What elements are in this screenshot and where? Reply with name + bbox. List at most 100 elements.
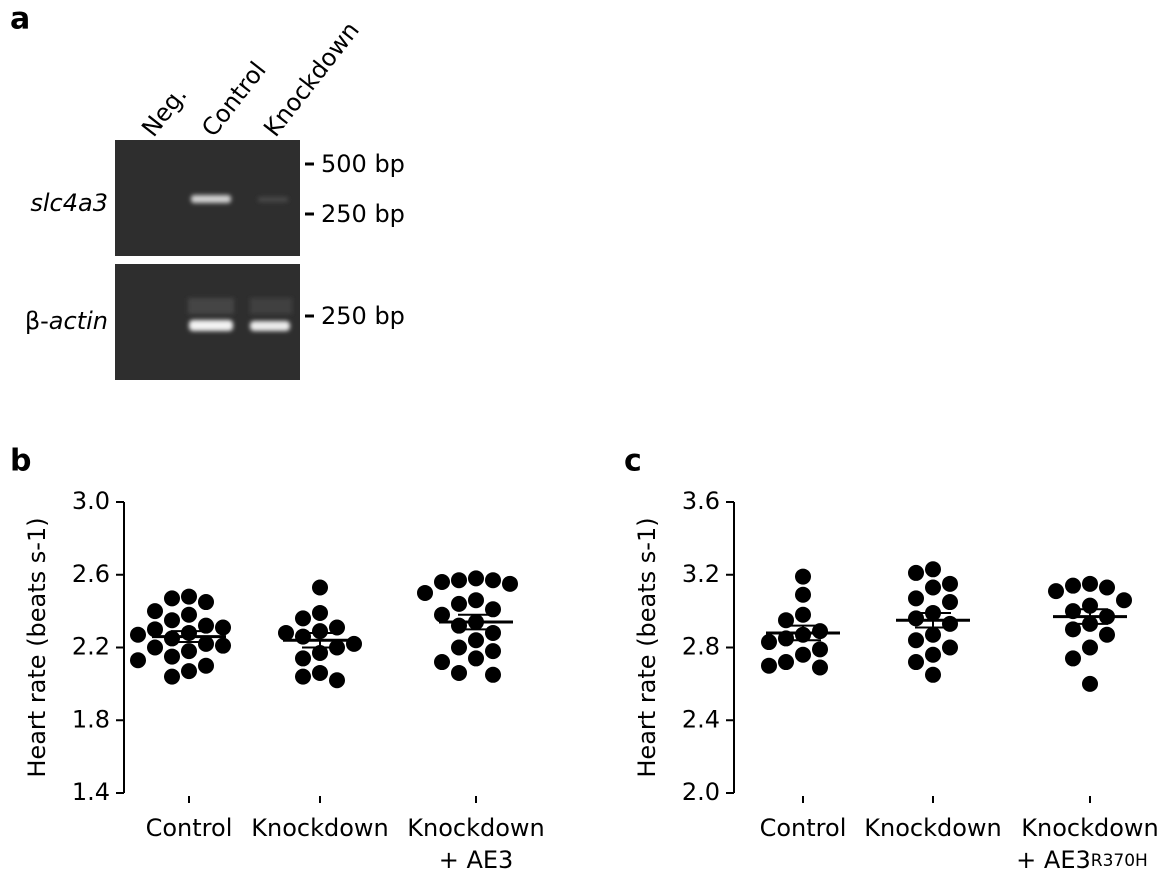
data-point: [942, 616, 958, 632]
data-point: [925, 647, 941, 663]
data-point: [451, 640, 467, 656]
data-point: [278, 625, 294, 641]
x-tick-label: + AE3: [439, 846, 514, 874]
y-tick-label: 2.4: [682, 705, 720, 733]
y-axis-label: Heart rate (beats s-1): [633, 517, 661, 777]
data-point: [181, 589, 197, 605]
data-point: [485, 667, 501, 683]
data-point: [451, 596, 467, 612]
data-point: [329, 672, 345, 688]
data-point: [795, 647, 811, 663]
x-tick-label: Knockdown: [1021, 814, 1158, 842]
data-point: [468, 632, 484, 648]
data-point: [795, 607, 811, 623]
data-point: [1048, 583, 1064, 599]
data-point: [295, 610, 311, 626]
data-point: [1082, 676, 1098, 692]
data-point: [434, 607, 450, 623]
y-tick-label: 3.0: [72, 487, 110, 515]
data-point: [312, 665, 328, 681]
lane-label: Knockdown: [258, 16, 365, 142]
data-point: [164, 669, 180, 685]
data-point: [434, 574, 450, 590]
data-point: [181, 643, 197, 659]
data-point: [812, 660, 828, 676]
data-point: [942, 640, 958, 656]
data-point: [164, 630, 180, 646]
x-tick-label: Knockdown: [251, 814, 388, 842]
data-point: [451, 618, 467, 634]
data-point: [925, 579, 941, 595]
data-point: [434, 654, 450, 670]
data-point: [215, 638, 231, 654]
data-point: [130, 627, 146, 643]
x-tick-label: Control: [760, 814, 847, 842]
data-point: [295, 650, 311, 666]
data-point: [346, 636, 362, 652]
data-point: [164, 649, 180, 665]
data-point: [761, 634, 777, 650]
data-point: [908, 632, 924, 648]
data-point: [181, 607, 197, 623]
data-point: [502, 576, 518, 592]
data-point: [761, 658, 777, 674]
gel-band: [189, 320, 233, 331]
data-point: [164, 612, 180, 628]
data-point: [295, 629, 311, 645]
x-tick-label: Knockdown: [407, 814, 544, 842]
data-point: [812, 641, 828, 657]
data-point: [795, 587, 811, 603]
gel-band: [250, 321, 290, 331]
data-point: [215, 619, 231, 635]
data-point: [468, 592, 484, 608]
gel-band: [258, 197, 288, 202]
data-point: [468, 650, 484, 666]
data-point: [198, 636, 214, 652]
data-point: [925, 627, 941, 643]
data-point: [942, 576, 958, 592]
y-tick-label: 2.8: [682, 633, 720, 661]
gene-label: slc4a3: [30, 189, 108, 217]
data-point: [485, 643, 501, 659]
data-point: [908, 590, 924, 606]
y-tick-label: 2.6: [72, 560, 110, 588]
data-point: [451, 572, 467, 588]
gel-smear: [250, 298, 292, 314]
data-point: [147, 621, 163, 637]
data-point: [925, 561, 941, 577]
marker-label: 250 bp: [321, 302, 405, 330]
gene-name: actin: [49, 307, 108, 335]
data-point: [312, 605, 328, 621]
figure: a Neg. Control Knockdown slc4a3 β-actin …: [0, 0, 1166, 874]
data-point: [198, 594, 214, 610]
data-point: [1099, 627, 1115, 643]
data-point: [1116, 592, 1132, 608]
y-tick-label: 1.4: [72, 778, 110, 806]
data-point: [795, 569, 811, 585]
data-point: [312, 579, 328, 595]
gene-label: β-actin: [25, 307, 108, 335]
x-tick-label-sub: R370H: [1091, 851, 1148, 871]
gene-prefix: β-: [25, 307, 49, 335]
x-tick-label-part: + AE3: [439, 846, 514, 874]
data-point: [417, 585, 433, 601]
data-point: [164, 590, 180, 606]
x-tick-label: Knockdown: [864, 814, 1001, 842]
marker-label: 250 bp: [321, 200, 405, 228]
data-point: [485, 625, 501, 641]
data-point: [198, 658, 214, 674]
data-point: [908, 565, 924, 581]
y-tick-label: 3.2: [682, 560, 720, 588]
x-tick-label: Control: [146, 814, 233, 842]
data-point: [1065, 650, 1081, 666]
data-point: [1065, 578, 1081, 594]
x-tick-label-part: + AE3: [1016, 846, 1091, 874]
marker-label: 500 bp: [321, 150, 405, 178]
data-point: [295, 669, 311, 685]
data-point: [908, 654, 924, 670]
y-tick-label: 1.8: [72, 705, 110, 733]
data-point: [485, 572, 501, 588]
lane-label: Neg.: [136, 81, 192, 142]
data-point: [1099, 579, 1115, 595]
